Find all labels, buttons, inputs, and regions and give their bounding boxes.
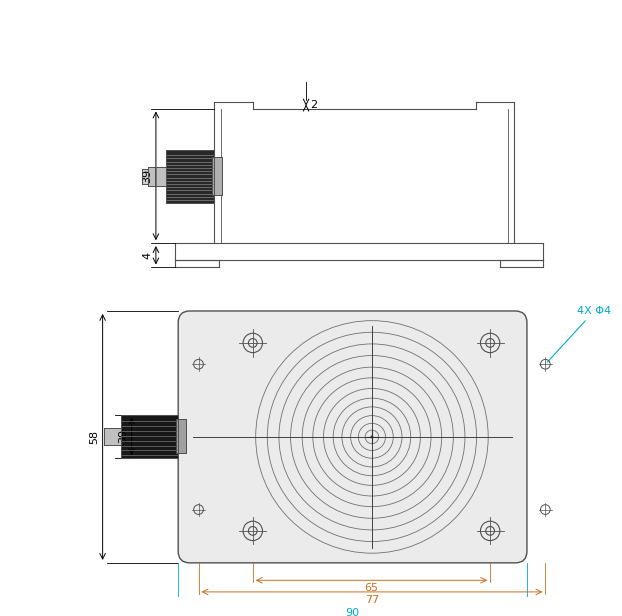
Bar bbox=[148, 166, 165, 186]
Bar bbox=[212, 158, 222, 195]
Bar bbox=[176, 419, 186, 453]
Bar bbox=[104, 428, 121, 445]
Bar bbox=[176, 419, 186, 453]
Bar bbox=[142, 169, 148, 184]
Text: 2: 2 bbox=[310, 100, 317, 110]
Bar bbox=[142, 169, 148, 184]
Text: 39: 39 bbox=[142, 169, 152, 183]
Bar bbox=[121, 415, 178, 458]
Bar bbox=[148, 166, 165, 186]
Text: 90: 90 bbox=[345, 609, 360, 616]
Bar bbox=[121, 415, 178, 458]
Text: 4: 4 bbox=[142, 252, 152, 259]
Circle shape bbox=[371, 436, 373, 439]
Text: 77: 77 bbox=[365, 595, 379, 605]
Text: 65: 65 bbox=[364, 583, 378, 593]
Text: 4X Φ4: 4X Φ4 bbox=[547, 306, 611, 362]
Bar bbox=[212, 158, 222, 195]
Text: 58: 58 bbox=[89, 430, 99, 444]
Bar bbox=[104, 428, 121, 445]
FancyBboxPatch shape bbox=[178, 311, 527, 563]
Text: 39: 39 bbox=[118, 429, 128, 444]
Bar bbox=[165, 150, 214, 203]
Bar bbox=[165, 150, 214, 203]
